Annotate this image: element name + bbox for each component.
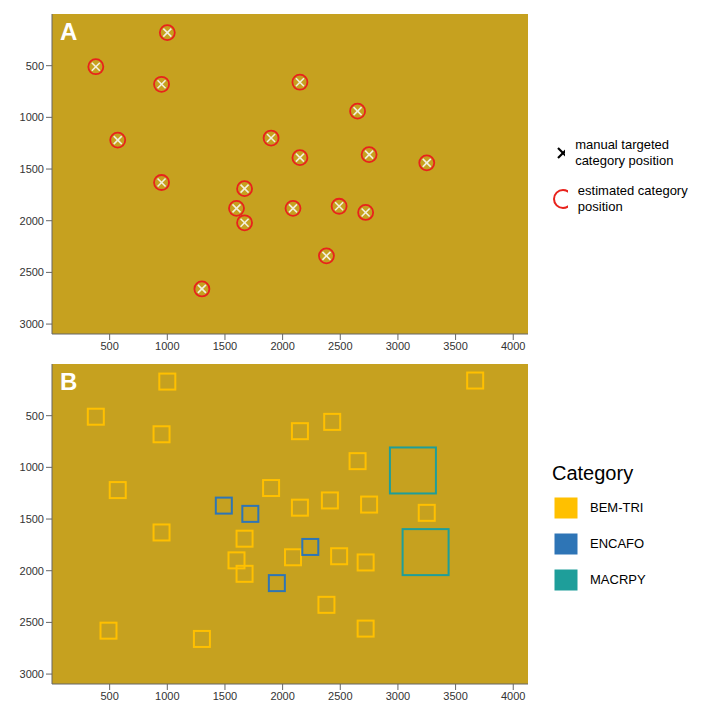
svg-text:500: 500 [100,340,118,352]
html-text:A: A [60,18,78,45]
html-text:MACRPY: MACRPY [590,571,646,587]
svg-text:1000: 1000 [20,111,44,123]
svg-text:4000: 4000 [501,690,525,702]
svg-text:3000: 3000 [386,690,410,702]
html-text:Category: Category [552,461,634,484]
svg-text:3000: 3000 [386,340,410,352]
svg-text:1000: 1000 [155,690,179,702]
html-text:B: B [60,368,78,395]
svg-text:3500: 3500 [443,340,467,352]
svg-text:1500: 1500 [20,163,44,175]
html-text:manual targeted category posit: manual targeted category position [575,137,674,168]
svg-text:1500: 1500 [213,340,237,352]
html-text:BEM-TRI: BEM-TRI [590,499,644,515]
svg-text:2500: 2500 [328,340,352,352]
svg-text:500: 500 [100,690,118,702]
svg-text:1000: 1000 [20,461,44,473]
svg-text:2000: 2000 [20,215,44,227]
svg-text:2500: 2500 [328,690,352,702]
svg-text:2000: 2000 [270,340,294,352]
svg-text:3500: 3500 [443,690,467,702]
html-text:ENCAFO: ENCAFO [590,535,645,551]
svg-text:1500: 1500 [213,690,237,702]
svg-text:500: 500 [26,410,44,422]
svg-text:500: 500 [26,60,44,72]
svg-text:1000: 1000 [155,340,179,352]
svg-text:2500: 2500 [20,616,44,628]
svg-text:2000: 2000 [270,690,294,702]
svg-text:2000: 2000 [20,565,44,577]
svg-text:2500: 2500 [20,266,44,278]
svg-text:3000: 3000 [20,668,44,680]
svg-text:3000: 3000 [20,318,44,330]
svg-text:4000: 4000 [501,340,525,352]
html-text:estimated category position: estimated category position [577,183,688,214]
svg-text:1500: 1500 [20,513,44,525]
